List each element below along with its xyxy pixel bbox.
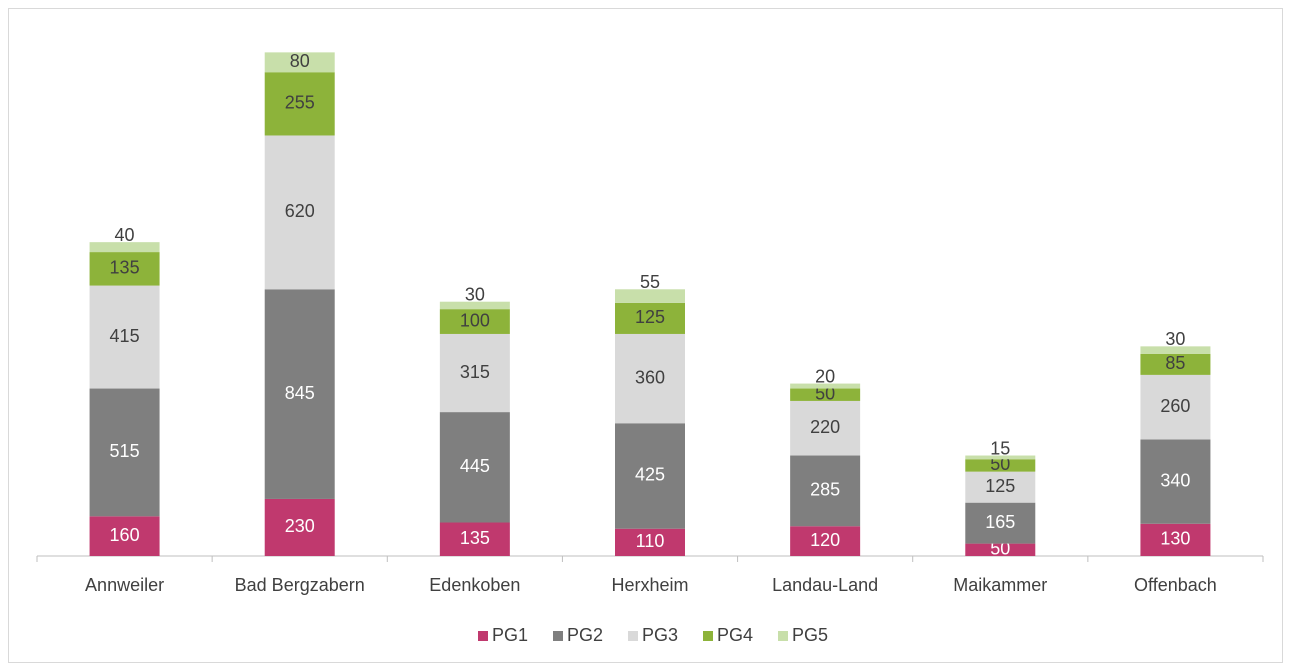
bar-segment [615, 333, 685, 424]
x-tick-label: Bad Bergzabern [235, 575, 365, 595]
bar-segment [965, 459, 1036, 472]
bar-segment [439, 309, 510, 334]
bar-segment [790, 526, 861, 556]
bar-segment [615, 302, 685, 334]
data-label: 165 [985, 512, 1015, 532]
bar-segment [965, 455, 1036, 460]
bar-segment [790, 388, 861, 401]
bar-segment [264, 135, 335, 290]
x-tick-label: Offenbach [1134, 575, 1217, 595]
data-label: 100 [460, 310, 490, 330]
bar-segment [790, 400, 861, 456]
data-label: 30 [465, 284, 485, 304]
legend-swatch [553, 631, 563, 641]
data-label: 135 [460, 528, 490, 548]
bar-segment [89, 252, 160, 286]
data-label: 135 [110, 258, 140, 278]
bar-segment [89, 388, 160, 517]
bar-segment [439, 412, 510, 523]
data-label: 220 [810, 417, 840, 437]
legend-label: PG5 [792, 625, 828, 645]
bar-segment [790, 383, 861, 389]
bar-segment [439, 522, 510, 556]
data-label: 30 [1165, 329, 1185, 349]
bar-segment [615, 289, 685, 303]
data-label: 425 [635, 465, 665, 485]
data-label: 120 [810, 530, 840, 550]
data-label: 845 [285, 383, 315, 403]
legend-swatch [628, 631, 638, 641]
bar-segment [965, 543, 1036, 556]
data-label: 130 [1160, 529, 1190, 549]
data-label: 85 [1165, 353, 1185, 373]
legend-label: PG4 [717, 625, 753, 645]
legend-swatch [703, 631, 713, 641]
data-label: 360 [635, 367, 665, 387]
legend-label: PG3 [642, 625, 678, 645]
data-label: 285 [810, 480, 840, 500]
bar-segment [965, 471, 1036, 503]
data-label: 445 [460, 456, 490, 476]
data-label: 230 [285, 516, 315, 536]
x-tick-label: Landau-Land [772, 575, 878, 595]
x-tick-label: Maikammer [953, 575, 1047, 595]
bar-segment [1140, 439, 1211, 524]
bar-segment [1140, 523, 1211, 556]
data-label: 160 [110, 525, 140, 545]
bar-segment [439, 333, 510, 413]
data-label: 620 [285, 201, 315, 221]
bar-segment [89, 285, 160, 389]
bar-segment [264, 498, 335, 556]
data-label: 515 [110, 441, 140, 461]
data-label: 125 [985, 476, 1015, 496]
data-label: 315 [460, 362, 490, 382]
legend-swatch [478, 631, 488, 641]
data-label: 415 [110, 326, 140, 346]
bar-segment [1140, 374, 1211, 440]
bar-segment [89, 242, 160, 253]
x-tick-label: Edenkoben [429, 575, 520, 595]
data-label: 20 [815, 366, 835, 386]
bar-segment [965, 502, 1036, 544]
data-label: 15 [990, 438, 1010, 458]
x-tick-label: Annweiler [85, 575, 164, 595]
data-label: 125 [635, 307, 665, 327]
bar-segment [439, 301, 510, 310]
bar-segment [264, 52, 335, 73]
x-tick-label: Herxheim [611, 575, 688, 595]
bar-segment [1140, 346, 1211, 354]
data-label: 40 [115, 225, 135, 245]
bar-segment [264, 72, 335, 136]
data-label: 255 [285, 93, 315, 113]
legend-label: PG1 [492, 625, 528, 645]
bar-segment [264, 289, 335, 499]
bar-segment [89, 516, 160, 556]
data-label: 80 [290, 51, 310, 71]
bar-segment [790, 455, 861, 527]
legend-swatch [778, 631, 788, 641]
data-label: 340 [1160, 470, 1190, 490]
data-label: 110 [636, 531, 665, 551]
data-label: 55 [640, 272, 660, 292]
bar-segment [1140, 353, 1211, 375]
bar-segment [615, 528, 685, 556]
bar-segment [615, 423, 685, 529]
legend-label: PG2 [567, 625, 603, 645]
data-label: 260 [1160, 396, 1190, 416]
